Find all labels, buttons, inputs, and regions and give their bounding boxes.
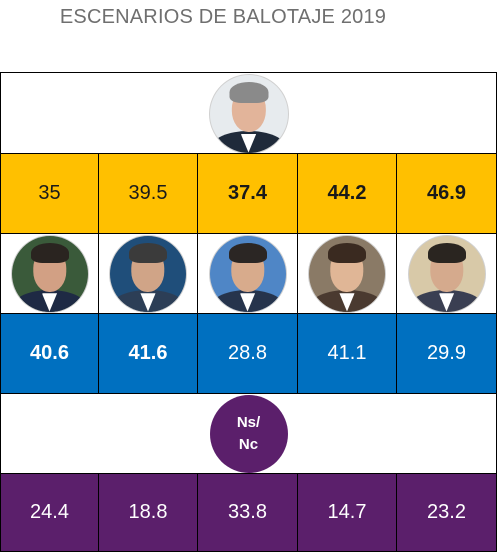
nsnc-label-bottom: Nc (238, 436, 259, 453)
balotaje-table: 35 39.5 37.4 44.2 46.9 40.6 41.6 28.8 41.1 29.9 … (0, 72, 497, 552)
value-label: 29.9 (427, 342, 466, 364)
value-label: 14.7 (327, 501, 367, 523)
value-cell: 41.1 (298, 314, 397, 393)
top-candidate-row (0, 72, 497, 154)
value-cell: 24.4 (0, 474, 99, 551)
value-cell: 40.6 (0, 314, 99, 393)
value-cell: 14.7 (298, 474, 397, 551)
value-cell: 39.5 (99, 154, 198, 233)
value-label: 40.6 (30, 342, 69, 364)
value-cell: 46.9 (397, 154, 497, 233)
value-cell: 33.8 (198, 474, 298, 551)
challenger-portrait-icon (209, 235, 286, 312)
value-label: 39.5 (128, 182, 168, 204)
value-cell: 23.2 (397, 474, 497, 551)
challenger-portrait-icon (110, 235, 186, 312)
portrait-cell (198, 234, 298, 313)
value-label: 46.9 (427, 182, 466, 204)
portrait-cell (298, 234, 397, 313)
value-label: 24.4 (30, 501, 69, 523)
value-cell: 29.9 (397, 314, 497, 393)
challenger-portrait-icon (309, 235, 385, 312)
challenger-portrait-icon (11, 235, 88, 312)
nsnc-row: Ns/ Nc (0, 393, 497, 474)
value-cell: 35 (0, 154, 99, 233)
nsnc-label-top: Ns/ (236, 414, 261, 431)
value-label: 41.1 (327, 342, 367, 364)
top-candidate-values-row: 35 39.5 37.4 44.2 46.9 (0, 153, 497, 233)
value-label: 44.2 (327, 182, 367, 204)
value-label: 37.4 (228, 182, 267, 204)
top-candidate-portrait-icon (209, 74, 288, 153)
challenger-portraits-row (0, 233, 497, 313)
value-cell: 41.6 (99, 314, 198, 393)
value-label: 33.8 (228, 501, 267, 523)
value-label: 35 (38, 182, 61, 204)
chart-title: ESCENARIOS DE BALOTAJE 2019 (59, 6, 387, 28)
portrait-cell (99, 234, 198, 313)
challenger-portrait-icon (408, 235, 485, 312)
portrait-cell (0, 234, 99, 313)
value-label: 18.8 (128, 501, 168, 523)
value-label: 28.8 (228, 342, 267, 364)
value-cell: 37.4 (198, 154, 298, 233)
value-label: 23.2 (427, 501, 466, 523)
challenger-values-row: 40.6 41.6 28.8 41.1 29.9 (0, 313, 497, 393)
value-cell: 18.8 (99, 474, 198, 551)
value-cell: 28.8 (198, 314, 298, 393)
nsnc-values-row: 24.4 18.8 33.8 14.7 23.2 (0, 473, 497, 552)
nsnc-badge: Ns/ Nc (209, 395, 288, 473)
portrait-cell (397, 234, 497, 313)
value-label: 41.6 (128, 342, 168, 364)
value-cell: 44.2 (298, 154, 397, 233)
